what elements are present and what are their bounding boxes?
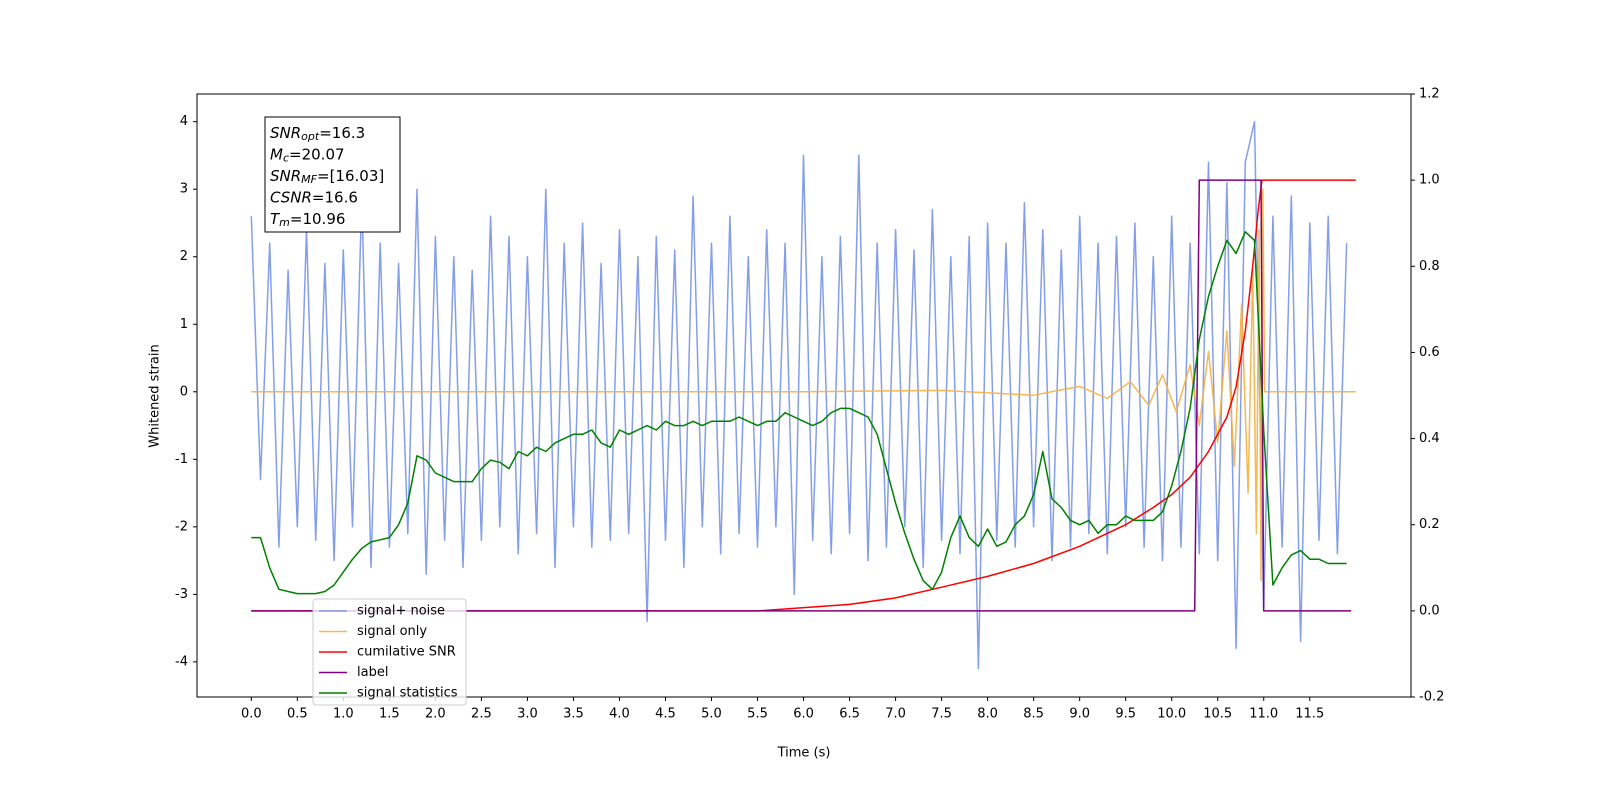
annotation-value: =10.96 bbox=[290, 210, 346, 228]
series-line bbox=[250, 120, 1348, 670]
y-tick-label: 3 bbox=[180, 182, 188, 197]
annotation-line: SNRopt=16.3 bbox=[270, 124, 365, 144]
x-tick-label: 11.0 bbox=[1249, 707, 1278, 722]
x-tick-label: 3.0 bbox=[517, 707, 538, 722]
annotation-frame bbox=[264, 116, 401, 233]
series-line bbox=[251, 179, 1352, 612]
x-tick-label: 0.0 bbox=[241, 707, 262, 722]
x-tick-label: 8.5 bbox=[1023, 707, 1044, 722]
y-tick-label: 4 bbox=[180, 114, 188, 129]
legend-label: cumilative SNR bbox=[357, 645, 456, 660]
annotation-symbol: CSNR bbox=[270, 188, 312, 206]
y2-tick-label: 1.0 bbox=[1419, 173, 1440, 188]
legend-frame bbox=[312, 598, 467, 706]
y2-tick-label: -0.2 bbox=[1419, 690, 1444, 705]
x-tick-label: 7.0 bbox=[885, 707, 906, 722]
x-tick-label: 7.5 bbox=[931, 707, 952, 722]
x-tick-label: 3.5 bbox=[563, 707, 584, 722]
annotation-line: Tm=10.96 bbox=[270, 210, 345, 230]
x-tick-label: 5.5 bbox=[747, 707, 768, 722]
y-tick-label: 1 bbox=[180, 317, 188, 332]
x-tick-label: 4.5 bbox=[655, 707, 676, 722]
annotation-line: SNRMF=[16.03] bbox=[270, 167, 384, 187]
x-tick-label: 10.0 bbox=[1157, 707, 1186, 722]
annotation-symbol: SNR bbox=[270, 124, 301, 142]
annotation-symbol: SNR bbox=[270, 167, 301, 185]
x-tick-label: 4.0 bbox=[609, 707, 630, 722]
series-line bbox=[251, 179, 1356, 612]
y-tick-label: 0 bbox=[180, 384, 188, 399]
x-tick-label: 2.5 bbox=[471, 707, 492, 722]
y-tick-label: 2 bbox=[180, 249, 188, 264]
series-line bbox=[251, 231, 1347, 595]
x-tick-label: 9.5 bbox=[1115, 707, 1136, 722]
annotation-symbol: M bbox=[270, 145, 283, 163]
y2-tick-label: 1.2 bbox=[1419, 87, 1440, 102]
legend-label: signal+ noise bbox=[357, 604, 445, 619]
annotation-subscript: m bbox=[279, 216, 290, 229]
y-tick-label: -2 bbox=[175, 519, 188, 534]
x-tick-label: 1.5 bbox=[379, 707, 400, 722]
x-tick-label: 9.0 bbox=[1069, 707, 1090, 722]
x-tick-label: 10.5 bbox=[1203, 707, 1232, 722]
annotation-symbol: T bbox=[270, 210, 281, 228]
x-tick-label: 0.5 bbox=[287, 707, 308, 722]
y2-tick-label: 0.8 bbox=[1419, 259, 1440, 274]
y2-tick-label: 0.0 bbox=[1419, 603, 1440, 618]
annotation-subscript: MF bbox=[301, 173, 317, 186]
annotation-value: =16.6 bbox=[312, 188, 358, 206]
plot-area bbox=[250, 120, 1356, 670]
legend-label: signal only bbox=[357, 624, 427, 639]
x-tick-label: 2.0 bbox=[425, 707, 446, 722]
x-axis-label: Time (s) bbox=[777, 746, 831, 761]
y-tick-label: -4 bbox=[175, 654, 188, 669]
annotation-line: CSNR=16.6 bbox=[270, 188, 358, 206]
legend-label: signal statistics bbox=[357, 686, 458, 701]
x-tick-label: 6.0 bbox=[793, 707, 814, 722]
y2-tick-label: 0.6 bbox=[1419, 345, 1440, 360]
annotation-value: =[16.03] bbox=[317, 167, 384, 185]
y-axis-label: Whitened strain bbox=[148, 344, 163, 447]
annotation-line: Mc=20.07 bbox=[270, 145, 345, 165]
annotation-value: =20.07 bbox=[289, 145, 345, 163]
y2-tick-label: 0.2 bbox=[1419, 517, 1440, 532]
x-tick-label: 1.0 bbox=[333, 707, 354, 722]
y2-tick-label: 0.4 bbox=[1419, 431, 1440, 446]
annotation-box: SNRopt=16.3Mc=20.07SNRMF=[16.03]CSNR=16.… bbox=[264, 116, 401, 233]
x-tick-label: 6.5 bbox=[839, 707, 860, 722]
y-tick-label: -3 bbox=[175, 587, 188, 602]
annotation-value: =16.3 bbox=[319, 124, 365, 142]
annotation-subscript: c bbox=[283, 152, 289, 165]
x-tick-label: 5.0 bbox=[701, 707, 722, 722]
legend-label: label bbox=[357, 665, 388, 680]
x-tick-label: 8.0 bbox=[977, 707, 998, 722]
legend: signal+ noise signal only cumilative SNR la… bbox=[312, 598, 467, 706]
series-line bbox=[251, 188, 1356, 582]
x-tick-label: 11.5 bbox=[1295, 707, 1324, 722]
y-tick-label: -1 bbox=[175, 452, 188, 467]
annotation-subscript: opt bbox=[301, 130, 320, 143]
